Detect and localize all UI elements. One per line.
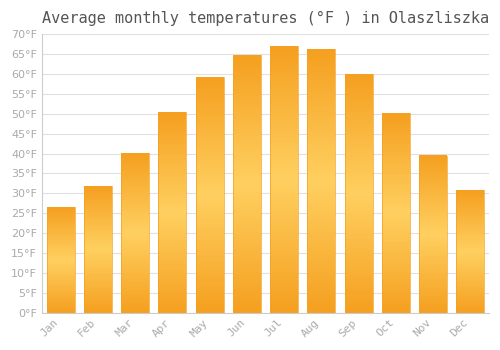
Title: Average monthly temperatures (°F ) in Olaszliszka: Average monthly temperatures (°F ) in Ol… (42, 11, 489, 26)
Bar (308, 49, 336, 313)
Bar (382, 113, 409, 313)
Bar (344, 74, 372, 313)
Bar (196, 77, 224, 313)
Bar (233, 55, 261, 313)
Bar (456, 190, 484, 313)
Bar (84, 186, 112, 313)
Bar (121, 153, 149, 313)
Bar (419, 155, 447, 313)
Bar (46, 207, 74, 313)
Bar (158, 112, 186, 313)
Bar (270, 46, 298, 313)
